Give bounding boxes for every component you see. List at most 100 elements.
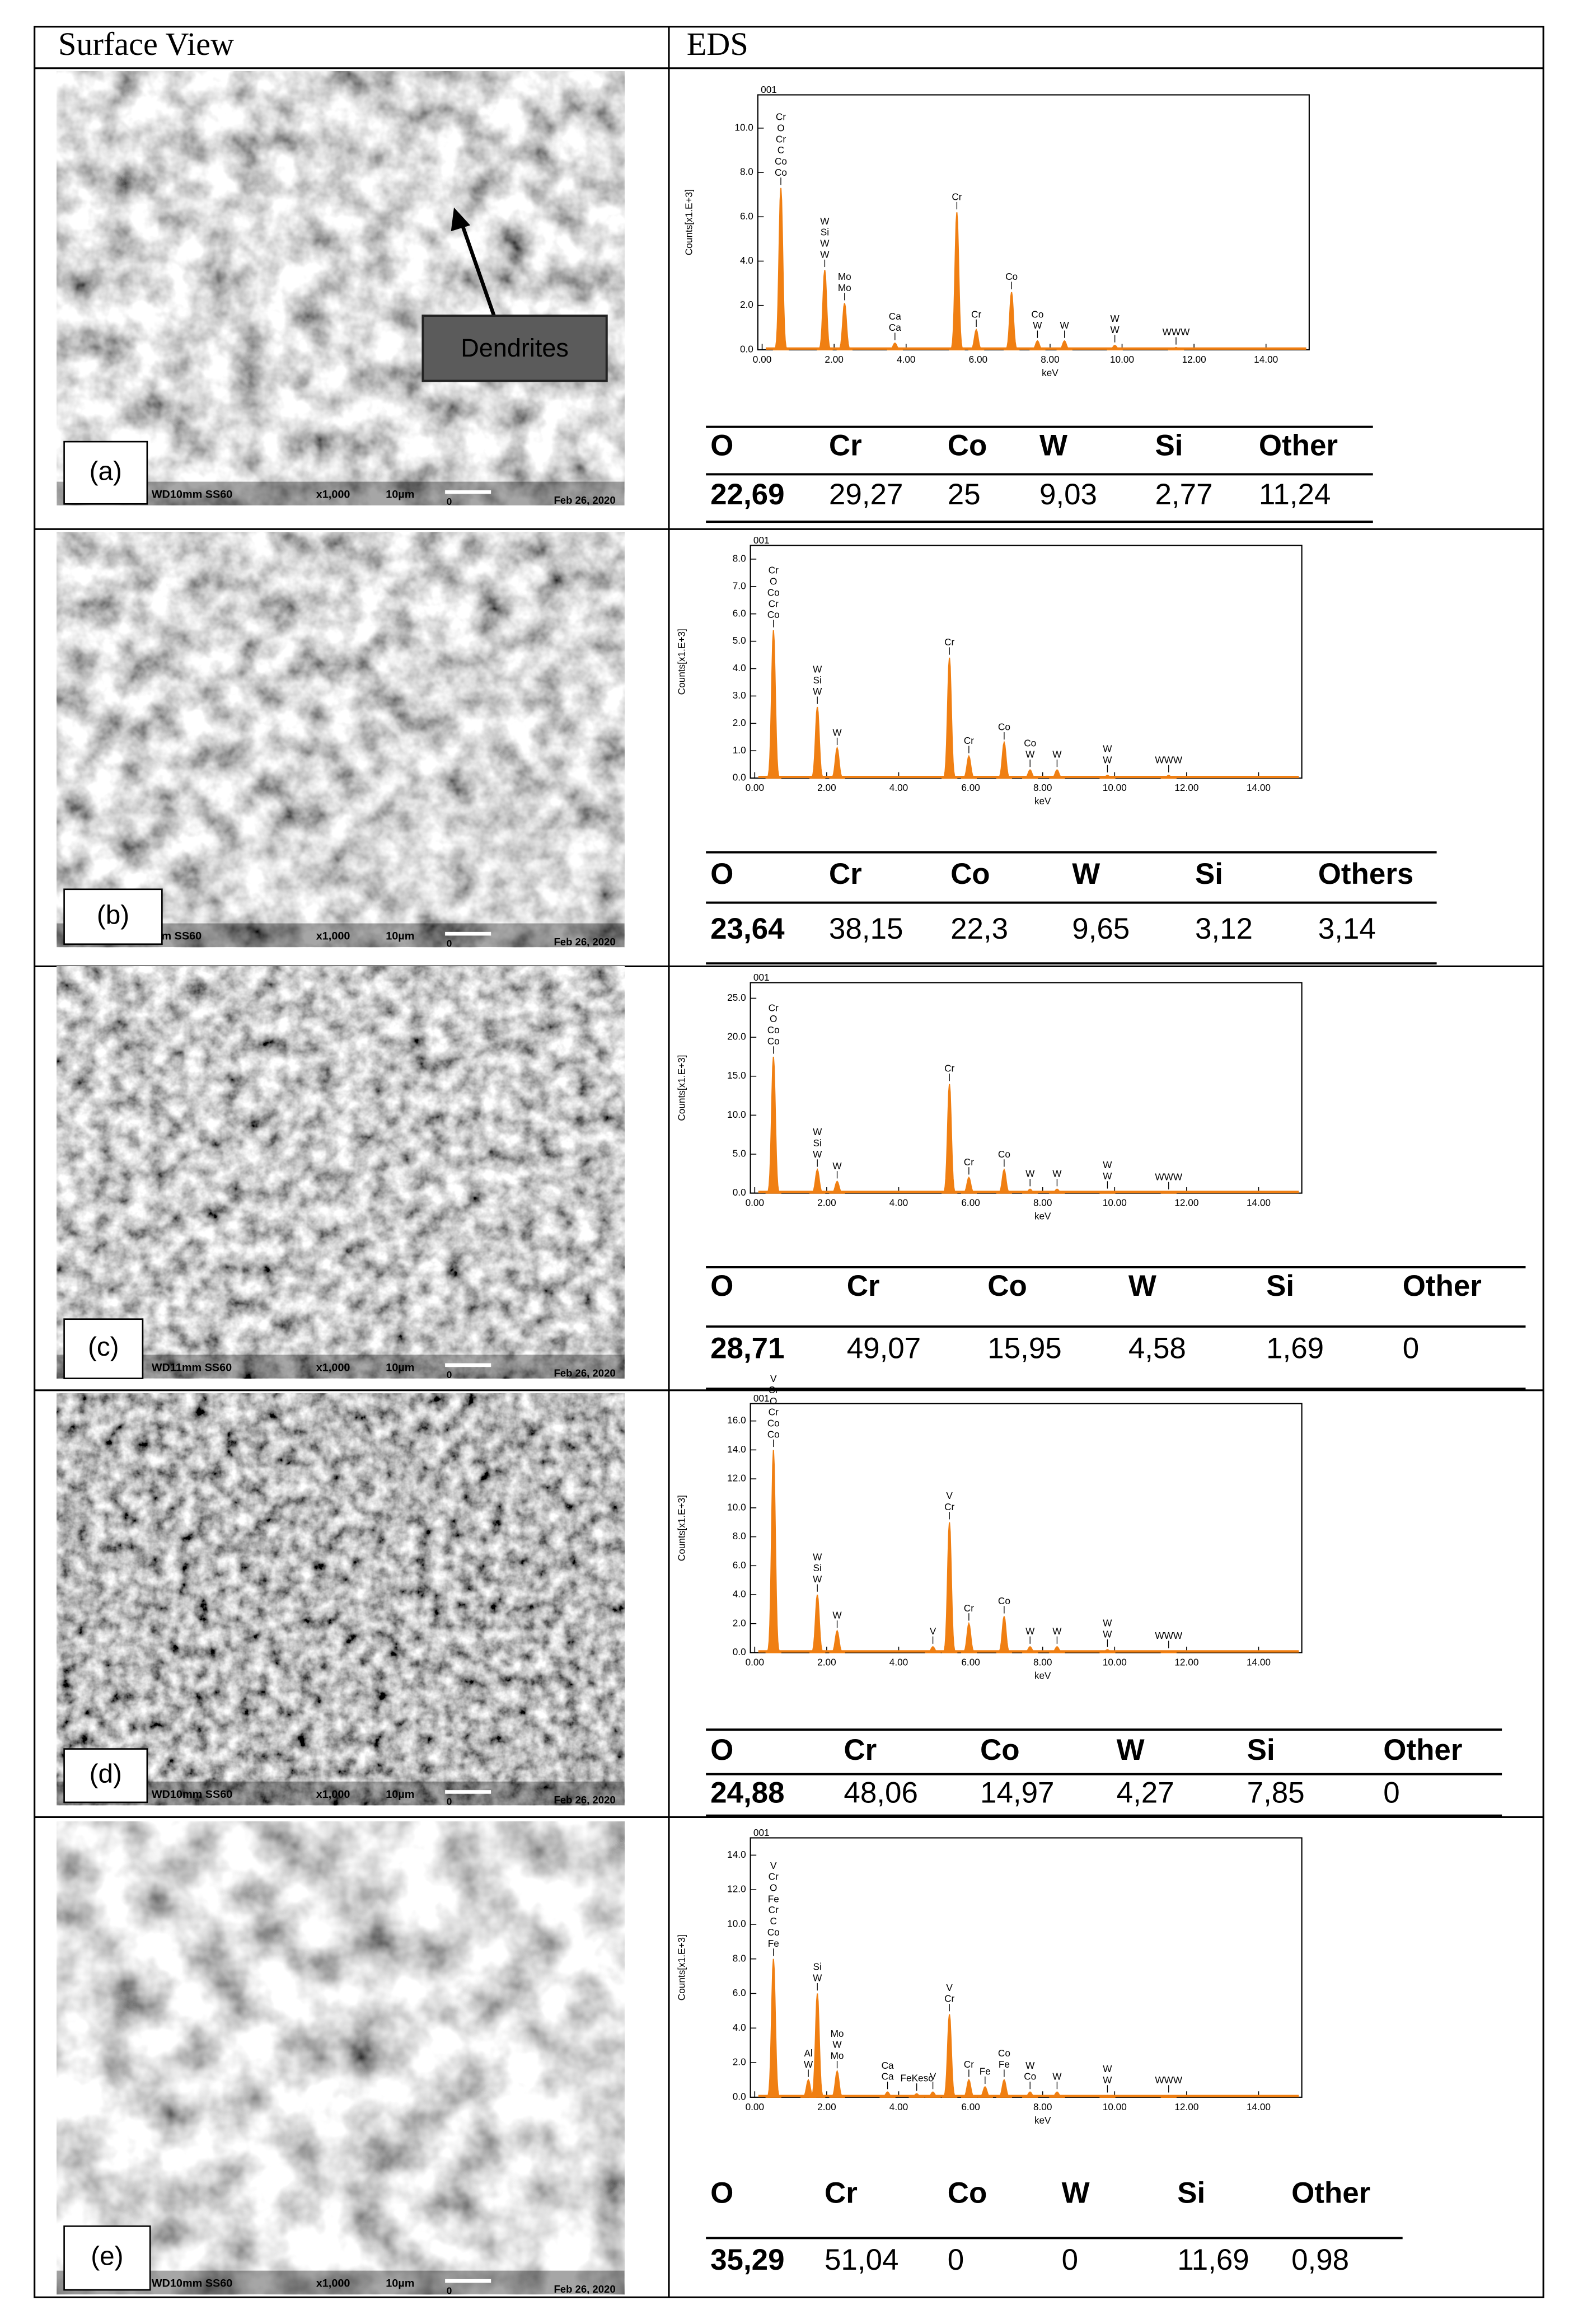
spectrum-peak: [765, 1056, 781, 1194]
composition-header: O: [710, 858, 733, 891]
x-tick-label: 2.00: [817, 1657, 836, 1668]
y-tick-label: 10.0: [727, 1501, 746, 1512]
x-tick-label: 0.00: [746, 1657, 764, 1668]
y-tick-label: 14.0: [727, 1849, 746, 1860]
peak-label: W: [832, 2039, 842, 2050]
y-tick-label: 12.0: [727, 1883, 746, 1895]
spectrum-peak: [941, 657, 958, 779]
annotation-arrowhead: [451, 207, 471, 232]
composition-value: 49,07: [847, 1332, 921, 1365]
sem-scale: 10µm: [386, 489, 414, 501]
peak-label: Co: [1005, 271, 1018, 282]
y-tick-label: 10.0: [734, 121, 753, 133]
peak-label: Si: [813, 1562, 822, 1573]
panel-label: (d): [90, 1759, 122, 1789]
composition-header: W: [1062, 2177, 1090, 2210]
composition-header: Other: [1259, 429, 1338, 462]
x-tick-label: 0.00: [746, 2101, 764, 2112]
spectrum-peak: [765, 630, 781, 779]
y-tick-label: 3.0: [733, 690, 746, 701]
y-tick-label: 16.0: [727, 1414, 746, 1426]
composition-header: Other: [1383, 1733, 1462, 1767]
composition-value: 11,24: [1259, 478, 1331, 511]
header-surface: Surface View: [58, 26, 234, 62]
x-tick-label: 6.00: [961, 1657, 980, 1668]
peak-label: W: [1033, 320, 1042, 331]
peak-label: V: [946, 1490, 953, 1501]
x-tick-label: 0.00: [746, 1197, 764, 1208]
peak-label: WWW: [1155, 1630, 1182, 1641]
sem-date: Feb 26, 2020: [554, 1794, 615, 1806]
peak-label: C: [778, 144, 784, 156]
peak-label: O: [770, 1882, 777, 1893]
sem-wd: WD10mm SS60: [152, 489, 232, 501]
peak-label: W: [1025, 2060, 1035, 2071]
spectrum-peak: [925, 2091, 941, 2098]
spectrum-peak: [1049, 1188, 1065, 1194]
y-tick-label: 12.0: [727, 1473, 746, 1484]
composition-header: Others: [1318, 858, 1414, 891]
sem-zero: 0: [447, 1369, 452, 1380]
peak-label: W: [813, 1149, 822, 1160]
composition-header: Cr: [847, 1269, 880, 1302]
peak-label: O: [770, 576, 777, 587]
x-tick-label: 8.00: [1041, 354, 1059, 365]
peak-label: Cr: [769, 598, 779, 609]
peak-label: Cr: [971, 308, 981, 320]
spectrum-peak: [961, 1176, 977, 1194]
composition-header: Si: [1266, 1269, 1294, 1302]
sem-date: Feb 26, 2020: [554, 1367, 615, 1379]
composition-value: 38,15: [829, 912, 903, 945]
peak-label: W: [1111, 313, 1120, 324]
peak-label: W: [1025, 1625, 1035, 1637]
peak-label: W: [820, 215, 830, 227]
sem-zero: 0: [447, 2285, 452, 2296]
peak-label: Co: [1024, 2071, 1036, 2082]
y-tick-label: 15.0: [727, 1070, 746, 1081]
x-tick-label: 4.00: [889, 1657, 908, 1668]
y-tick-label: 10.0: [727, 1918, 746, 1929]
y-axis-label: Counts[x1.E+3]: [676, 1495, 687, 1561]
peak-label: Co: [998, 1149, 1010, 1160]
spectrum-peak: [809, 1594, 826, 1653]
sem-zero: 0: [447, 938, 452, 949]
peak-label: Cr: [944, 1993, 954, 2004]
x-tick-label: 12.00: [1174, 2101, 1198, 2112]
y-tick-label: 8.0: [740, 166, 753, 177]
peak-label: V: [770, 1373, 777, 1384]
peak-label: W: [1052, 2071, 1062, 2082]
peak-label: Co: [1031, 308, 1043, 320]
peak-label: Ca: [882, 2071, 894, 2082]
x-tick-label: 4.00: [889, 1197, 908, 1208]
spectrum-peak: [925, 1646, 941, 1653]
spectrum-peak: [836, 303, 853, 350]
x-tick-label: 14.00: [1247, 782, 1271, 793]
y-tick-label: 2.0: [733, 717, 746, 728]
spectrum-id: 001: [753, 972, 770, 983]
x-tick-label: 10.00: [1103, 782, 1127, 793]
peak-label: Co: [775, 167, 787, 178]
y-axis-label: Counts[x1.E+3]: [676, 629, 687, 695]
x-tick-label: 4.00: [889, 2101, 908, 2112]
x-axis-label: keV: [1042, 367, 1059, 378]
panel-label-box: [63, 2225, 151, 2291]
peak-label: Co: [767, 587, 780, 598]
peak-label: W: [820, 249, 830, 260]
spectrum-peak: [996, 2078, 1013, 2098]
peak-label: FeKesc: [900, 2073, 933, 2084]
peak-label: W: [1103, 1159, 1112, 1170]
composition-value: 28,71: [710, 1332, 784, 1365]
peak-label: Si: [813, 1137, 822, 1149]
y-tick-label: 5.0: [733, 635, 746, 646]
x-tick-label: 4.00: [889, 782, 908, 793]
composition-header: Si: [1195, 858, 1223, 891]
peak-label: Si: [821, 227, 829, 238]
spectrum-peak: [1160, 1650, 1177, 1653]
table-border: [34, 26, 1544, 2298]
x-tick-label: 8.00: [1033, 782, 1052, 793]
peak-label: W: [813, 1972, 822, 1984]
y-tick-label: 0.0: [733, 1187, 746, 1198]
peak-label: Si: [813, 674, 822, 686]
peak-label: WWW: [1155, 1171, 1182, 1182]
spectrum-peak: [1022, 2091, 1038, 2098]
